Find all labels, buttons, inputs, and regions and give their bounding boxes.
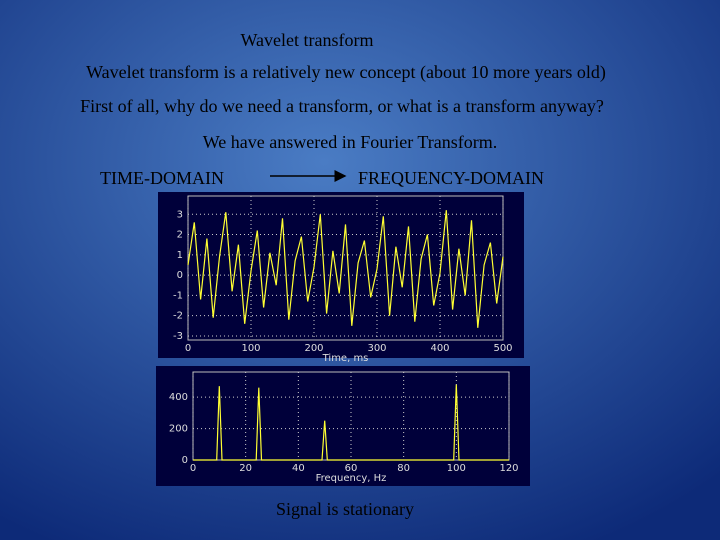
y-tick-label: -2 xyxy=(173,311,183,322)
title: Wavelet transform xyxy=(241,30,374,50)
x-tick-label: 0 xyxy=(190,463,196,474)
x-tick-label: 400 xyxy=(430,343,449,354)
y-tick-label: 3 xyxy=(177,209,183,220)
y-tick-label: 400 xyxy=(169,392,188,403)
x-axis-label: Frequency, Hz xyxy=(316,473,387,484)
x-tick-label: 40 xyxy=(292,463,305,474)
label: TIME-DOMAIN xyxy=(100,168,224,188)
x-tick-label: 100 xyxy=(241,343,260,354)
y-tick-label: 2 xyxy=(177,230,183,241)
caption: Signal is stationary xyxy=(276,499,414,519)
text-line: We have answered in Fourier Transform. xyxy=(203,132,498,152)
y-tick-label: 0 xyxy=(182,455,188,466)
x-tick-label: 0 xyxy=(185,343,191,354)
x-tick-label: 200 xyxy=(304,343,323,354)
y-tick-label: -3 xyxy=(173,331,183,342)
x-tick-label: 120 xyxy=(499,463,518,474)
x-tick-label: 500 xyxy=(493,343,512,354)
plot-background xyxy=(156,366,530,486)
signal-line xyxy=(193,384,509,461)
text-line: First of all, why do we need a transform… xyxy=(80,96,604,116)
label: FREQUENCY-DOMAIN xyxy=(358,168,544,188)
y-tick-label: -1 xyxy=(173,290,183,301)
signal-line xyxy=(187,210,504,328)
x-tick-label: 80 xyxy=(397,463,410,474)
y-tick-label: 1 xyxy=(177,250,183,261)
x-tick-label: 300 xyxy=(367,343,386,354)
x-tick-label: 100 xyxy=(447,463,466,474)
text-line: Wavelet transform is a relatively new co… xyxy=(86,62,606,83)
y-tick-label: 0 xyxy=(177,270,183,281)
x-tick-label: 60 xyxy=(345,463,358,474)
x-axis-label: Time, ms xyxy=(322,353,369,364)
y-tick-label: 200 xyxy=(169,424,188,435)
x-tick-label: 20 xyxy=(239,463,252,474)
